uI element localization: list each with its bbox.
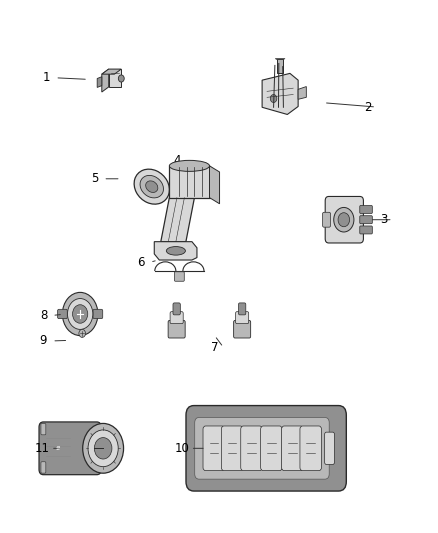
- FancyBboxPatch shape: [174, 272, 184, 281]
- FancyBboxPatch shape: [261, 426, 282, 471]
- Circle shape: [63, 293, 98, 336]
- Polygon shape: [102, 69, 121, 74]
- FancyBboxPatch shape: [39, 422, 101, 475]
- FancyBboxPatch shape: [325, 197, 364, 243]
- FancyBboxPatch shape: [195, 417, 329, 479]
- FancyBboxPatch shape: [93, 309, 103, 319]
- FancyBboxPatch shape: [221, 426, 243, 471]
- Polygon shape: [109, 69, 121, 87]
- Polygon shape: [97, 77, 102, 87]
- Text: 8: 8: [40, 309, 47, 322]
- Circle shape: [94, 438, 112, 459]
- FancyBboxPatch shape: [203, 426, 225, 471]
- Polygon shape: [262, 74, 298, 115]
- FancyBboxPatch shape: [57, 309, 67, 319]
- Text: 9: 9: [40, 334, 47, 348]
- Polygon shape: [298, 86, 306, 99]
- Ellipse shape: [140, 175, 163, 198]
- FancyBboxPatch shape: [170, 312, 183, 324]
- FancyBboxPatch shape: [186, 406, 346, 491]
- FancyBboxPatch shape: [233, 320, 251, 338]
- Text: 6: 6: [138, 256, 145, 269]
- FancyBboxPatch shape: [41, 462, 46, 473]
- Polygon shape: [277, 60, 283, 74]
- Ellipse shape: [166, 247, 185, 255]
- Text: 7: 7: [211, 341, 219, 354]
- Circle shape: [67, 298, 93, 329]
- FancyBboxPatch shape: [173, 303, 180, 315]
- Polygon shape: [170, 166, 209, 198]
- Ellipse shape: [134, 169, 170, 204]
- FancyBboxPatch shape: [238, 303, 246, 315]
- Circle shape: [83, 423, 124, 473]
- Circle shape: [79, 329, 85, 337]
- FancyBboxPatch shape: [360, 216, 372, 224]
- FancyBboxPatch shape: [282, 426, 303, 471]
- Circle shape: [73, 305, 88, 323]
- FancyBboxPatch shape: [300, 426, 321, 471]
- Text: 5: 5: [91, 172, 98, 185]
- FancyBboxPatch shape: [360, 226, 372, 234]
- Ellipse shape: [146, 181, 158, 192]
- Text: 10: 10: [174, 442, 189, 455]
- FancyBboxPatch shape: [41, 424, 46, 435]
- Circle shape: [88, 430, 118, 467]
- Polygon shape: [161, 198, 194, 241]
- Polygon shape: [275, 59, 285, 60]
- FancyBboxPatch shape: [236, 312, 249, 324]
- FancyBboxPatch shape: [325, 432, 335, 464]
- Text: 11: 11: [35, 442, 49, 455]
- Circle shape: [118, 75, 124, 82]
- FancyBboxPatch shape: [360, 206, 372, 214]
- Polygon shape: [209, 166, 219, 204]
- Circle shape: [270, 94, 277, 102]
- FancyBboxPatch shape: [241, 426, 262, 471]
- Circle shape: [334, 207, 354, 232]
- FancyBboxPatch shape: [168, 320, 185, 338]
- Text: 3: 3: [380, 213, 388, 226]
- FancyBboxPatch shape: [322, 212, 331, 227]
- Ellipse shape: [170, 160, 209, 172]
- Text: e: e: [56, 445, 60, 451]
- Text: 2: 2: [364, 101, 371, 114]
- Text: 4: 4: [174, 154, 181, 167]
- Text: 1: 1: [43, 71, 50, 84]
- Polygon shape: [154, 241, 197, 260]
- Polygon shape: [102, 69, 109, 92]
- Circle shape: [338, 213, 350, 227]
